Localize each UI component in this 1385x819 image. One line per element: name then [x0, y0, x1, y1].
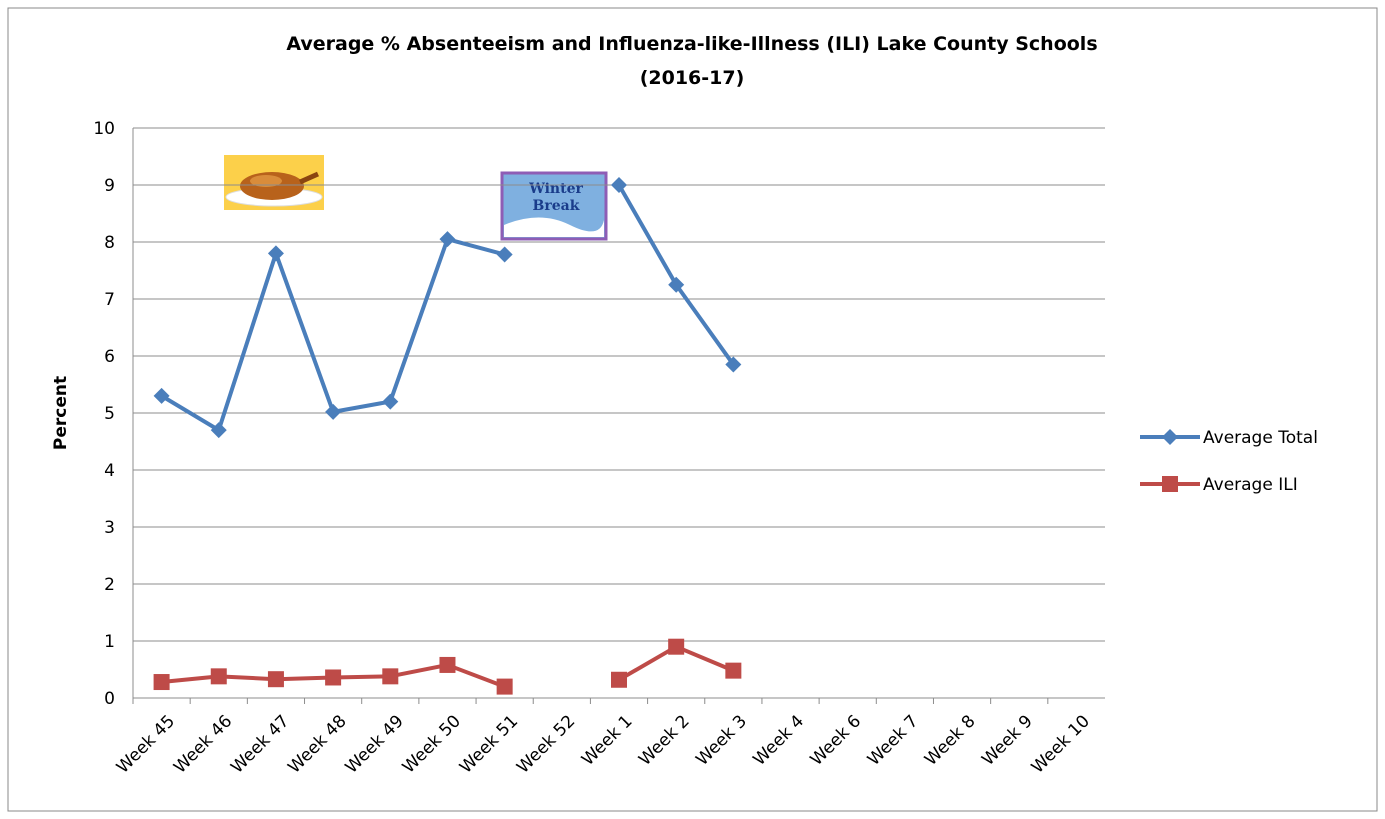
- y-axis-label: Percent: [51, 376, 71, 450]
- y-tick-label: 3: [104, 518, 115, 538]
- y-tick-label: 1: [104, 632, 115, 652]
- chart: Average % Absenteeism and Influenza-like…: [0, 0, 1385, 819]
- y-tick-label: 4: [104, 461, 115, 481]
- data-point: [439, 657, 455, 673]
- data-point: [211, 668, 227, 684]
- y-tick-label: 10: [93, 119, 115, 139]
- legend-marker: [1162, 476, 1178, 492]
- data-point: [154, 674, 170, 690]
- y-tick-label: 8: [104, 233, 115, 253]
- y-tick-label: 5: [104, 404, 115, 424]
- y-tick-label: 9: [104, 176, 115, 196]
- data-point: [668, 639, 684, 655]
- y-tick-label: 0: [104, 689, 115, 709]
- annotation: Break: [533, 198, 580, 214]
- chart-title: Average % Absenteeism and Influenza-like…: [286, 33, 1097, 55]
- y-tick-label: 2: [104, 575, 115, 595]
- legend-label: Average ILI: [1203, 475, 1298, 495]
- data-point: [382, 668, 398, 684]
- y-tick-label: 7: [104, 290, 115, 310]
- legend-label: Average Total: [1203, 428, 1318, 448]
- winter-break-icon: Winter Break: [502, 173, 606, 239]
- annotation: Winter: [528, 181, 583, 197]
- data-point: [497, 679, 513, 695]
- data-point: [611, 672, 627, 688]
- data-point: [325, 669, 341, 685]
- data-point: [725, 663, 741, 679]
- y-tick-label: 6: [104, 347, 115, 367]
- data-point: [268, 671, 284, 687]
- chart-title: (2016-17): [640, 67, 745, 89]
- turkey-icon: [224, 155, 324, 210]
